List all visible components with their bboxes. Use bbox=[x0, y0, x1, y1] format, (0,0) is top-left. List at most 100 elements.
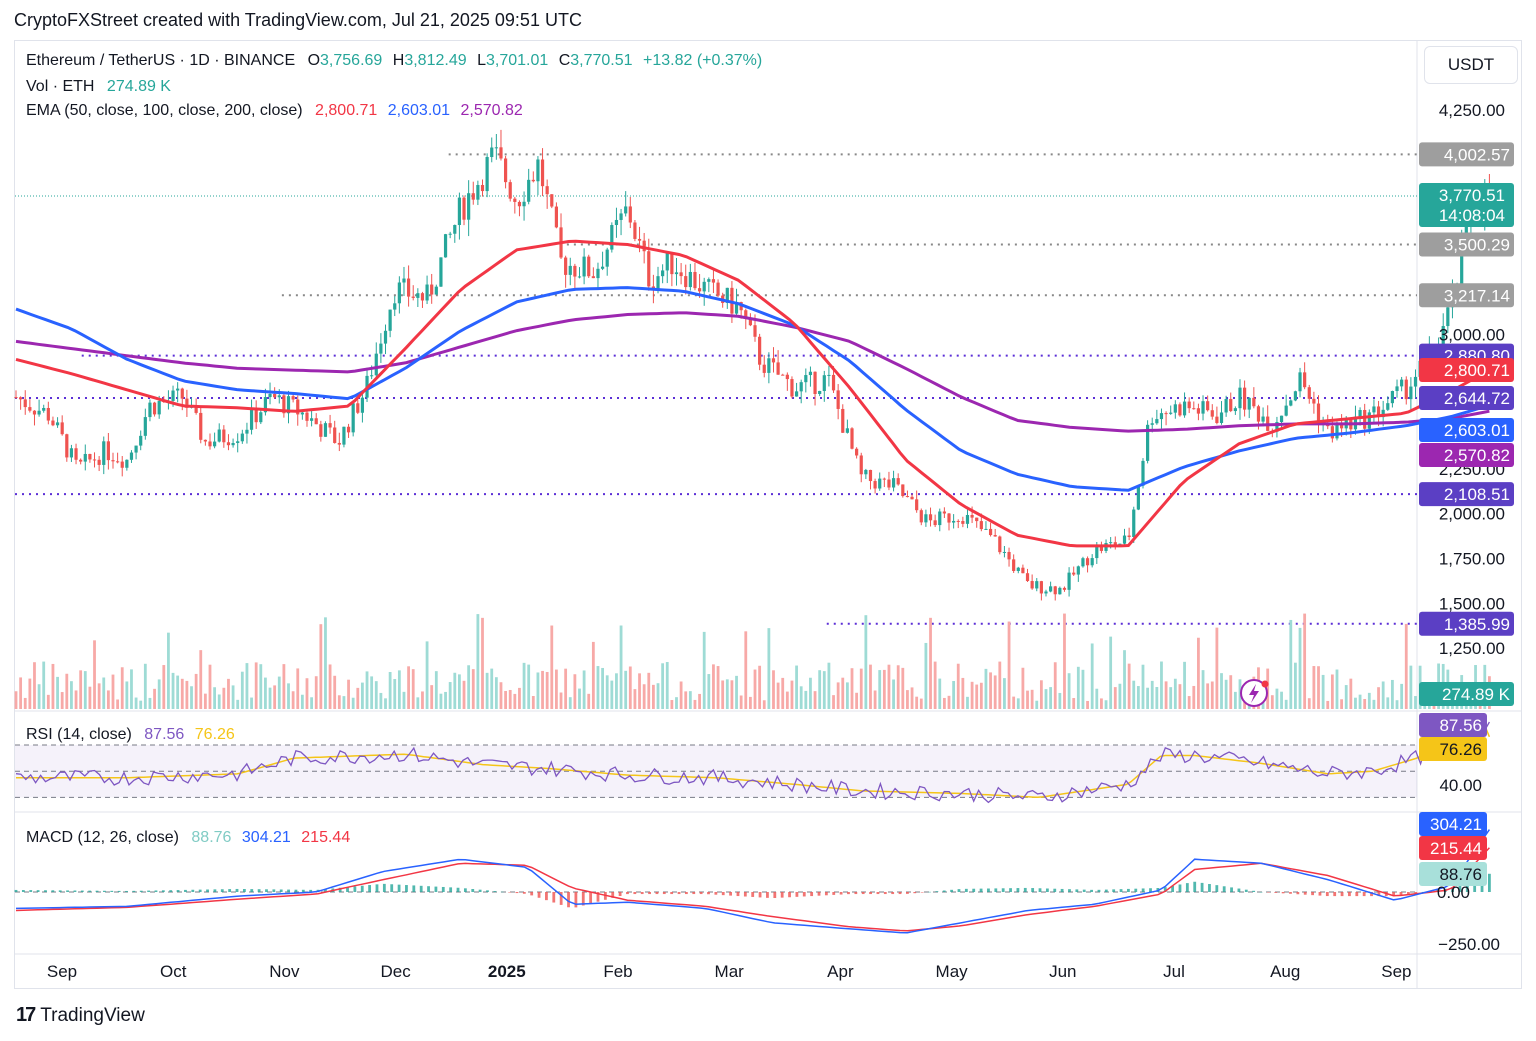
macd-histogram-bar bbox=[1414, 892, 1418, 894]
candle-body bbox=[614, 219, 619, 226]
candle-body bbox=[83, 453, 87, 462]
volume-bar bbox=[448, 682, 452, 709]
candle-body bbox=[1192, 408, 1196, 410]
candle-body bbox=[1044, 591, 1048, 594]
volume-bar bbox=[619, 625, 623, 709]
volume-bar bbox=[231, 685, 235, 709]
macd-histogram-bar bbox=[1237, 888, 1241, 892]
volume-label[interactable]: Vol · ETH bbox=[26, 78, 95, 95]
time-axis-label: Sep bbox=[1381, 962, 1411, 981]
candle-body bbox=[684, 276, 688, 288]
tradingview-logo[interactable]: 17 TradingView bbox=[16, 1004, 145, 1027]
macd-legend: MACD (12, 26, close) 88.76 304.21 215.44 bbox=[26, 829, 350, 847]
volume-bar bbox=[753, 669, 757, 709]
volume-bar bbox=[458, 674, 461, 709]
volume-bar bbox=[1377, 687, 1380, 709]
volume-bar bbox=[462, 680, 466, 709]
candle-body bbox=[1293, 391, 1298, 401]
volume-bar bbox=[1187, 696, 1191, 709]
macd-histogram-bar bbox=[1075, 889, 1079, 892]
candle-body bbox=[670, 253, 674, 275]
candle-body bbox=[1169, 412, 1173, 414]
candle-body bbox=[453, 225, 457, 234]
volume-bar bbox=[716, 666, 720, 709]
volume-bar bbox=[651, 684, 655, 709]
candle-body bbox=[808, 371, 813, 376]
candle-body bbox=[1238, 387, 1242, 409]
macd-histogram-bar bbox=[928, 891, 931, 893]
candle-body bbox=[28, 407, 32, 411]
candle-body bbox=[305, 412, 309, 421]
volume-bar bbox=[56, 676, 59, 709]
macd-histogram-bar bbox=[699, 892, 703, 895]
volume-bar bbox=[65, 673, 69, 709]
macd-histogram-bar bbox=[766, 892, 769, 898]
candle-body bbox=[781, 374, 785, 376]
candle-body bbox=[379, 343, 383, 354]
candle-body bbox=[55, 422, 60, 426]
ohlc-close-value: 3,770.51 bbox=[570, 52, 633, 69]
candle-body bbox=[1155, 419, 1159, 424]
volume-bar bbox=[282, 664, 286, 709]
symbol-name[interactable]: Ethereum / TetherUS · 1D · BINANCE bbox=[26, 52, 296, 69]
macd-histogram-bar bbox=[824, 892, 828, 896]
volume-bar bbox=[139, 700, 143, 709]
currency-selector-button[interactable]: USDT bbox=[1424, 46, 1518, 84]
volume-bar bbox=[799, 686, 803, 709]
candle-body bbox=[776, 362, 780, 375]
macd-histogram-bar bbox=[670, 892, 674, 895]
macd-histogram-bar bbox=[1090, 889, 1093, 892]
volume-bar bbox=[841, 677, 845, 709]
volume-bar bbox=[485, 672, 489, 709]
volume-tag bbox=[1419, 682, 1514, 706]
alert-lightning-icon bbox=[1240, 679, 1269, 707]
candle-body bbox=[1247, 397, 1251, 410]
volume-bar bbox=[1344, 685, 1348, 709]
time-axis-label: Oct bbox=[160, 962, 187, 981]
macd-histogram-bar bbox=[110, 890, 114, 892]
volume-bar bbox=[564, 668, 568, 709]
macd-histogram-bar bbox=[1215, 885, 1219, 892]
ema-label[interactable]: EMA (50, close, 100, close, 200, close) bbox=[26, 102, 303, 119]
candle-body bbox=[845, 428, 849, 433]
volume-bar bbox=[397, 670, 401, 709]
candle-body bbox=[850, 428, 854, 449]
last-price-tag bbox=[1419, 183, 1514, 228]
candle-body bbox=[157, 401, 161, 415]
candle-body bbox=[51, 420, 55, 426]
macd-histogram-bar bbox=[434, 886, 438, 892]
macd-label[interactable]: MACD (12, 26, close) bbox=[26, 829, 179, 846]
ema200-value: 2,570.82 bbox=[460, 102, 523, 119]
volume-bar bbox=[14, 691, 18, 709]
volume-bar bbox=[1294, 662, 1297, 709]
macd-histogram-bar bbox=[1289, 892, 1292, 894]
volume-bar bbox=[1123, 650, 1126, 709]
volume-bar bbox=[1109, 636, 1113, 709]
ema100-price-tag-label: 2,603.01 bbox=[1444, 421, 1510, 440]
volume-bar bbox=[832, 695, 835, 709]
candle-body bbox=[1076, 566, 1080, 575]
candle-body bbox=[139, 435, 143, 446]
macd-histogram-bar bbox=[265, 889, 268, 892]
rsi-label[interactable]: RSI (14, close) bbox=[26, 726, 132, 743]
candle-body bbox=[1381, 409, 1385, 418]
macd-histogram-bar bbox=[1244, 889, 1248, 892]
macd-histogram-bar bbox=[1465, 881, 1469, 892]
candle-body bbox=[947, 513, 951, 523]
macd-histogram-bar bbox=[412, 885, 416, 892]
candle-body bbox=[1182, 401, 1187, 416]
candle-body bbox=[222, 429, 226, 443]
volume-bar bbox=[499, 682, 503, 709]
candle-body bbox=[1090, 558, 1094, 566]
macd-histogram-bar bbox=[596, 892, 600, 902]
candle-body bbox=[1339, 423, 1344, 429]
volume-bar bbox=[869, 664, 872, 709]
volume-bar bbox=[670, 700, 674, 709]
volume-bar bbox=[1016, 698, 1020, 709]
macd-histogram-bar bbox=[44, 890, 47, 892]
candle-body bbox=[1215, 416, 1219, 423]
macd-histogram-bar bbox=[419, 885, 423, 892]
candle-body bbox=[545, 186, 549, 195]
candle-body bbox=[1256, 406, 1261, 422]
